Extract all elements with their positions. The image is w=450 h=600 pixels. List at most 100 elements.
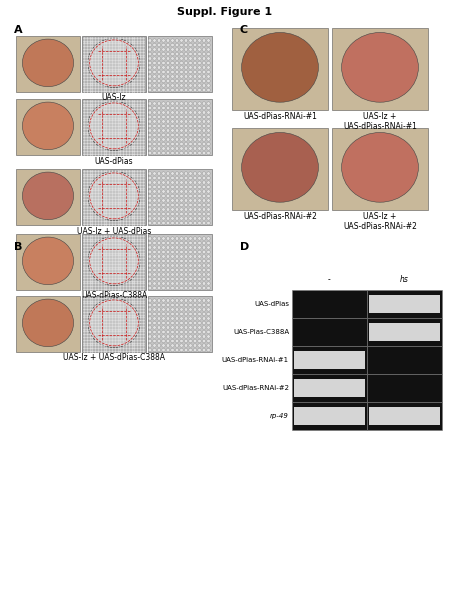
Circle shape [189,70,192,74]
Bar [82,99,146,155]
Circle shape [166,344,170,347]
Circle shape [166,176,170,180]
Circle shape [148,70,152,74]
Circle shape [184,317,188,320]
Circle shape [148,133,152,137]
Circle shape [194,237,197,240]
Circle shape [180,241,183,245]
Circle shape [158,348,161,352]
Circle shape [184,129,188,132]
Circle shape [180,88,183,92]
Circle shape [176,286,179,290]
Circle shape [184,151,188,155]
Circle shape [166,181,170,184]
Circle shape [162,344,165,347]
Circle shape [207,237,210,240]
Circle shape [162,190,165,193]
Bar [292,374,367,402]
Circle shape [148,308,152,311]
Circle shape [184,138,188,141]
Circle shape [153,57,156,60]
Circle shape [158,335,161,338]
Circle shape [166,312,170,316]
Circle shape [171,277,174,281]
Circle shape [184,147,188,150]
Circle shape [166,115,170,119]
Circle shape [166,111,170,114]
Circle shape [189,321,192,325]
Circle shape [166,321,170,325]
Circle shape [207,241,210,245]
Circle shape [207,70,210,74]
Circle shape [158,237,161,240]
Circle shape [202,124,206,128]
Text: UAS-lz: UAS-lz [102,94,126,103]
Circle shape [180,111,183,114]
Circle shape [198,115,201,119]
Circle shape [166,43,170,47]
Circle shape [202,106,206,110]
Bar [82,234,146,290]
Circle shape [202,255,206,258]
Circle shape [158,199,161,202]
Circle shape [166,70,170,74]
Circle shape [166,308,170,311]
Circle shape [194,79,197,83]
Circle shape [166,317,170,320]
Circle shape [184,102,188,105]
Circle shape [153,124,156,128]
Circle shape [148,268,152,272]
Circle shape [194,326,197,329]
Circle shape [194,250,197,254]
Circle shape [166,75,170,78]
Circle shape [194,102,197,105]
Circle shape [189,176,192,180]
Circle shape [148,217,152,220]
Circle shape [198,321,201,325]
Circle shape [153,48,156,51]
Circle shape [194,48,197,51]
Circle shape [176,181,179,184]
Circle shape [189,250,192,254]
Circle shape [184,172,188,175]
Ellipse shape [22,102,74,149]
Circle shape [202,151,206,155]
Circle shape [207,124,210,128]
Circle shape [148,147,152,150]
Circle shape [153,339,156,343]
Circle shape [153,176,156,180]
Circle shape [148,348,152,352]
Circle shape [148,277,152,281]
Bar [16,234,80,290]
Circle shape [194,43,197,47]
Text: rp-49: rp-49 [270,413,289,419]
Circle shape [171,39,174,42]
Circle shape [207,330,210,334]
Circle shape [176,75,179,78]
Circle shape [158,217,161,220]
Circle shape [166,273,170,276]
Circle shape [158,106,161,110]
Circle shape [176,190,179,193]
Circle shape [162,335,165,338]
Circle shape [153,299,156,302]
Circle shape [202,250,206,254]
Circle shape [202,88,206,92]
Circle shape [189,133,192,137]
Circle shape [189,299,192,302]
Circle shape [162,102,165,105]
Circle shape [207,129,210,132]
Circle shape [189,181,192,184]
Circle shape [171,199,174,202]
Circle shape [162,57,165,60]
Circle shape [153,185,156,188]
Circle shape [158,259,161,263]
Circle shape [194,321,197,325]
Ellipse shape [88,38,140,88]
Circle shape [148,106,152,110]
Circle shape [207,57,210,60]
Circle shape [176,312,179,316]
Circle shape [207,212,210,215]
Circle shape [148,102,152,105]
Circle shape [171,52,174,56]
